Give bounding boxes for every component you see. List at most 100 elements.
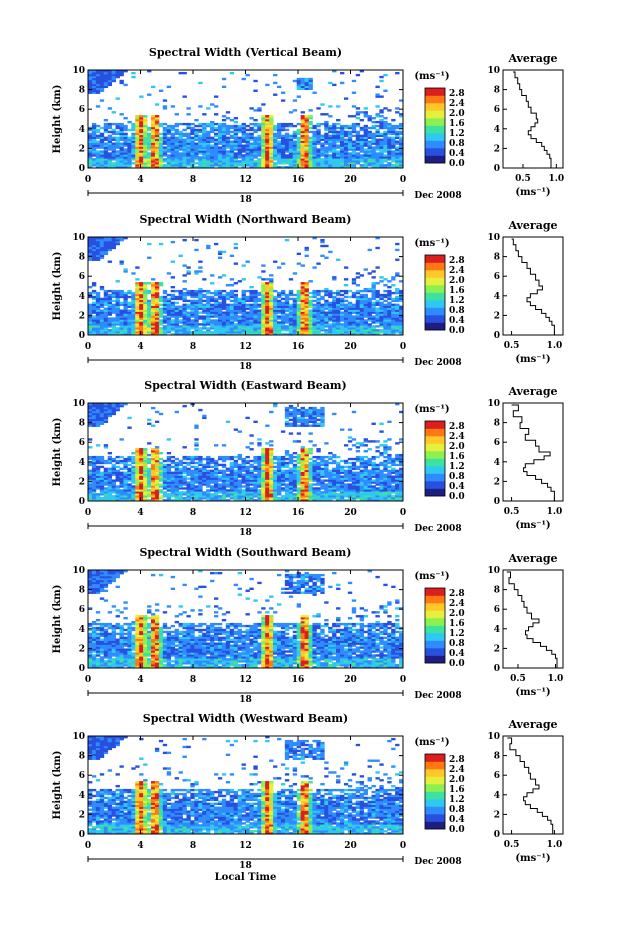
heatmap-cell [218,470,222,472]
heatmap-cell [120,310,124,312]
day-label: 18 [239,195,252,205]
heatmap-cell [309,280,313,282]
heatmap-cell [368,272,372,274]
heatmap-cell [324,146,328,148]
heatmap-cell [344,278,348,280]
heatmap-cell [375,290,379,292]
heatmap-cell [108,294,112,296]
heatmap-cell [206,131,210,133]
heatmap-cell [108,468,112,470]
heatmap-cell [186,290,190,292]
heatmap-cell [316,107,320,109]
heatmap-cell [202,278,206,280]
heatmap-cell [328,251,332,253]
heatmap-cell [375,86,379,88]
heatmap-cell [104,123,108,125]
heatmap-cell [226,489,230,491]
heatmap-cell [206,123,210,125]
heatmap-cell [167,294,171,296]
heatmap-cell [104,143,108,145]
heatmap-cell [198,468,202,470]
heatmap-cell [96,456,100,458]
heatmap-cell [289,278,293,280]
heatmap-cell [112,123,116,125]
heatmap-cell [328,290,332,292]
heatmap-cell [340,298,344,300]
heatmap-cell [285,154,289,156]
heatmap-cell [112,129,116,131]
heatmap-cell [226,150,230,152]
heatmap-cell [297,290,301,292]
heatmap-cell [179,468,183,470]
y-tick-label: 10 [72,233,85,243]
heatmap-cell [167,464,171,466]
heatmap-cell [198,288,202,290]
heatmap-cell [344,290,348,292]
heatmap-cell [198,261,202,263]
heatmap-cell [368,288,372,290]
heatmap-cell [147,300,151,302]
heatmap-cell [186,468,190,470]
heatmap-cell [312,290,316,292]
colorbar-unit: (ms⁻¹) [414,71,449,82]
heatmap-cell [123,472,127,474]
heatmap-cell [116,137,120,139]
heatmap-cell [96,150,100,152]
heatmap-cell [249,460,253,462]
heatmap-cell [328,154,332,156]
heatmap-cell [88,456,92,458]
heatmap-cell [147,94,151,96]
heatmap-cell [230,125,234,127]
heatmap-cell [120,80,124,82]
heatmap-cell [320,245,324,247]
heatmap-cell [202,304,206,306]
heatmap-cell [194,456,198,458]
heatmap-cell [352,315,356,317]
heatmap-cell [226,292,230,294]
heatmap-cell [395,125,399,127]
x-tick-label: 20 [344,175,357,185]
average-title: Average [507,219,557,232]
heatmap-cell [375,113,379,115]
heatmap-cell [116,131,120,133]
heatmap-cell [183,280,187,282]
heatmap-cell [368,115,372,117]
x-tick-label: 12 [239,175,252,185]
heatmap-cell [226,284,230,286]
heatmap-cell [112,137,116,139]
heatmap-cell [135,266,139,268]
heatmap-cell [190,456,194,458]
heatmap-cell [127,483,131,485]
heatmap-cell [257,442,261,444]
heatmap-cell [297,137,301,139]
heatmap-cell [328,125,332,127]
heatmap-cell [159,296,163,298]
heatmap-cell [344,296,348,298]
colorbar-segment [425,263,445,271]
heatmap-cell [210,121,214,123]
heatmap-cell [293,131,297,133]
heatmap-cell [139,115,143,117]
heatmap-cell [253,137,257,139]
heatmap-cell [383,300,387,302]
heatmap-cell [206,489,210,491]
heatmap-cell [383,107,387,109]
heatmap-cell [383,294,387,296]
heatmap-cell [183,304,187,306]
heatmap-cell [202,123,206,125]
heatmap-cell [198,327,202,329]
heatmap-cell [175,113,179,115]
heatmap-cell [352,141,356,143]
heatmap-cell [387,123,391,125]
heatmap-cell [234,247,238,249]
heatmap-cell [336,105,340,107]
heatmap-cell [379,302,383,304]
heatmap-cell [242,78,246,80]
heatmap-cell [147,133,151,135]
y-tick-label: 6 [79,105,85,115]
heatmap-cell [242,123,246,125]
heatmap-cell [387,290,391,292]
colorbar-tick-label: 1.6 [449,119,465,129]
heatmap-cell [246,296,250,298]
heatmap-cell [309,137,313,139]
